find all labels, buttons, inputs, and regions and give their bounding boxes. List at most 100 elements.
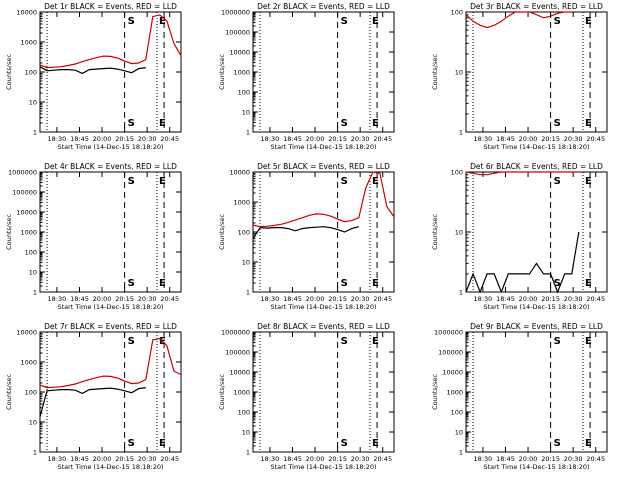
end-marker-label: E — [372, 16, 379, 27]
plot-frame — [252, 11, 395, 133]
x-tick-label: 20:00 — [306, 295, 325, 303]
y-tick-label: 1 — [459, 289, 463, 297]
x-axis-label: Start Time (14-Dec-15 18:18:20) — [483, 463, 589, 471]
x-tick-label: 20:30 — [351, 295, 370, 303]
x-axis-label: Start Time (14-Dec-15 18:18:20) — [270, 303, 376, 311]
end-marker-label: E — [159, 16, 166, 27]
x-tick-label: 18:45 — [283, 295, 302, 303]
x-tick-label: 20:15 — [328, 455, 347, 463]
x-axis-label: Start Time (14-Dec-15 18:18:20) — [483, 143, 589, 151]
end-marker-label: E — [585, 278, 592, 289]
y-tick-label: 1000 — [20, 229, 37, 237]
y-tick-label: 10 — [242, 259, 250, 267]
x-tick-label: 20:15 — [541, 135, 560, 143]
y-tick-label: 100000 — [12, 189, 37, 197]
detector-panel: Det 6r BLACK = Events, RED = LLD Counts/s… — [431, 162, 608, 311]
end-marker-label: E — [372, 176, 379, 187]
y-tick-label: 100 — [238, 409, 250, 417]
y-tick-label: 10000 — [16, 209, 37, 217]
x-tick-label: 20:15 — [541, 455, 560, 463]
series-line — [39, 14, 182, 69]
y-tick-label: 10 — [455, 69, 463, 77]
x-tick-label: 20:15 — [115, 135, 134, 143]
y-axis-label: Counts/sec — [218, 374, 226, 410]
y-tick-label: 100 — [25, 389, 37, 397]
series-line — [252, 226, 359, 240]
y-tick-label: 10 — [29, 419, 37, 427]
panel-title: Det 3r BLACK = Events, RED = LLD — [470, 2, 603, 11]
series-line — [465, 171, 579, 176]
end-marker-label: E — [372, 278, 379, 289]
y-axis-label: Counts/sec — [431, 54, 439, 90]
x-tick-label: 20:30 — [564, 295, 583, 303]
detector-panel: Det 9r BLACK = Events, RED = LLD Counts/s… — [431, 322, 608, 471]
start-marker-label: S — [554, 118, 561, 129]
y-axis-label: Counts/sec — [5, 214, 13, 250]
detector-panel: Det 2r BLACK = Events, RED = LLD Counts/s… — [218, 2, 395, 151]
start-marker-label: S — [341, 16, 348, 27]
end-marker-label: E — [159, 118, 166, 129]
start-marker-label: S — [554, 336, 561, 347]
x-tick-label: 18:45 — [70, 455, 89, 463]
x-tick-label: 20:00 — [93, 135, 112, 143]
panel-title: Det 5r BLACK = Events, RED = LLD — [257, 162, 390, 171]
y-tick-label: 100 — [238, 229, 250, 237]
end-marker-label: E — [159, 176, 166, 187]
y-tick-label: 1 — [246, 129, 250, 137]
y-tick-label: 100 — [25, 69, 37, 77]
plot-frame — [465, 11, 608, 133]
y-tick-label: 100 — [451, 409, 463, 417]
y-tick-label: 10 — [242, 429, 250, 437]
x-tick-label: 18:30 — [474, 295, 493, 303]
x-tick-label: 18:45 — [496, 135, 515, 143]
y-tick-label: 10000 — [16, 9, 37, 17]
y-tick-label: 10000 — [229, 49, 250, 57]
x-tick-label: 20:00 — [93, 295, 112, 303]
x-tick-label: 18:45 — [70, 135, 89, 143]
y-tick-label: 1 — [246, 289, 250, 297]
start-marker-label: S — [341, 176, 348, 187]
x-tick-label: 18:45 — [70, 295, 89, 303]
y-tick-label: 10 — [455, 429, 463, 437]
x-tick-label: 20:45 — [373, 295, 392, 303]
x-tick-label: 20:45 — [373, 135, 392, 143]
y-axis-label: Counts/sec — [431, 374, 439, 410]
detector-panel: Det 4r BLACK = Events, RED = LLD Counts/s… — [5, 162, 182, 311]
start-marker-label: S — [341, 336, 348, 347]
start-marker-label: S — [341, 278, 348, 289]
y-axis-label: Counts/sec — [218, 54, 226, 90]
panel-title: Det 8r BLACK = Events, RED = LLD — [257, 322, 390, 331]
x-tick-label: 20:45 — [373, 455, 392, 463]
y-tick-label: 100000 — [225, 29, 250, 37]
series-line — [465, 231, 580, 294]
detector-panel: Det 7r BLACK = Events, RED = LLD Counts/s… — [5, 322, 182, 471]
x-axis-label: Start Time (14-Dec-15 18:18:20) — [270, 463, 376, 471]
y-tick-label: 1 — [33, 449, 37, 457]
y-tick-label: 1000 — [233, 389, 250, 397]
y-tick-label: 100 — [451, 169, 463, 177]
series-line — [465, 11, 572, 29]
x-tick-label: 20:30 — [138, 295, 157, 303]
x-axis-label: Start Time (14-Dec-15 18:18:20) — [270, 143, 376, 151]
x-axis-label: Start Time (14-Dec-15 18:18:20) — [57, 463, 163, 471]
start-marker-label: S — [554, 16, 561, 27]
x-axis-label: Start Time (14-Dec-15 18:18:20) — [483, 303, 589, 311]
x-tick-label: 20:45 — [160, 135, 179, 143]
y-tick-label: 100 — [25, 249, 37, 257]
x-tick-label: 20:00 — [519, 135, 538, 143]
y-tick-label: 10000 — [229, 369, 250, 377]
x-tick-label: 18:45 — [496, 295, 515, 303]
y-tick-label: 10000 — [442, 369, 463, 377]
y-tick-label: 10 — [29, 269, 37, 277]
y-tick-label: 1000 — [233, 199, 250, 207]
y-axis-label: Counts/sec — [218, 214, 226, 250]
start-marker-label: S — [128, 278, 135, 289]
x-tick-label: 20:45 — [586, 135, 605, 143]
x-tick-label: 20:30 — [564, 135, 583, 143]
plot-frame — [252, 171, 395, 293]
start-marker-label: S — [554, 278, 561, 289]
end-marker-label: E — [585, 16, 592, 27]
start-marker-label: S — [128, 336, 135, 347]
y-tick-label: 1000000 — [221, 329, 250, 337]
